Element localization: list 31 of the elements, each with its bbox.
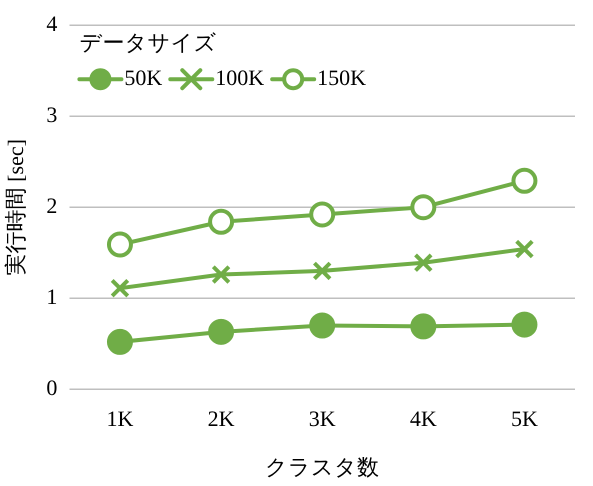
point [106,232,133,258]
y-tick-label: 4 [46,10,58,36]
legend-title: データサイズ [79,30,216,55]
point [110,278,130,298]
point [106,328,133,355]
x-tick-label: 5K [510,406,538,432]
point [309,201,336,228]
x-tick-label: 3K [308,406,336,432]
y-tick-label: 2 [46,192,58,218]
point [514,239,534,259]
y-tick-label: 0 [46,374,58,400]
x-tick-label: 2K [208,406,235,432]
point [511,312,538,338]
point [511,168,538,194]
x-axis-title: クラスタ数 [265,454,380,480]
x-tick-label: 1K [106,406,134,432]
legend-label: 50K [124,64,162,90]
point [414,252,434,272]
y-tick-label: 3 [46,102,58,127]
point [309,312,336,338]
point [410,194,436,220]
legend-label: 150K [317,64,366,90]
point [211,264,231,284]
legend-label: 100K [215,64,264,90]
point [312,261,332,281]
point [208,208,234,235]
point [208,318,234,345]
y-axis-title: 実行時間 [sec] [2,139,28,276]
y-tick-label: 1 [46,284,58,309]
x-tick-label: 4K [410,406,437,432]
point [410,313,436,340]
